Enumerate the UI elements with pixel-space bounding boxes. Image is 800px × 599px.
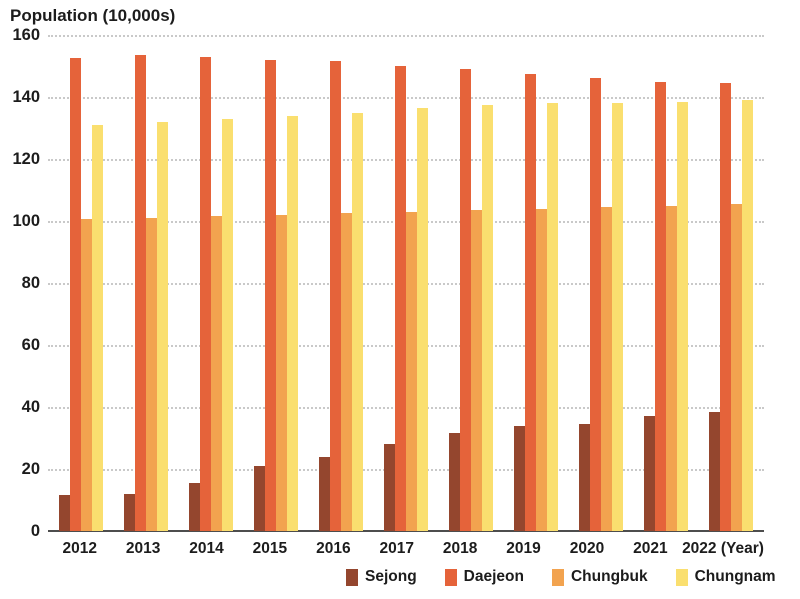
legend-label-chungnam: Chungnam: [694, 568, 776, 585]
bar-chungnam-2012: [91, 124, 103, 531]
bar-daejeon-2019: [525, 73, 537, 531]
x-axis-label-2022: 2022 (Year): [682, 540, 764, 557]
bar-group-2018: [439, 35, 504, 531]
bar-sejong-2018: [449, 433, 461, 531]
bar-chungbuk-2015: [275, 214, 287, 531]
bar-chungbuk-2014: [210, 216, 222, 531]
legend-swatch-sejong: [346, 568, 358, 586]
legend-swatch-chungbuk: [551, 568, 564, 586]
bar-chungbuk-2012: [80, 219, 92, 531]
y-tick-label-140: 140: [12, 88, 40, 106]
legend-item-chungbuk: Chungbuk: [551, 568, 648, 586]
bar-chungnam-2015: [286, 115, 298, 531]
bar-sejong-2015: [253, 465, 265, 531]
x-axis-label-2020: 2020: [569, 540, 605, 557]
chart-title: Population (10,000s): [10, 6, 176, 25]
x-axis-labels: 2012 2013 2014 2015 2016 2017 2018 2019 2020 2021…: [48, 540, 764, 558]
x-axis-label-2021: 2021: [633, 540, 668, 557]
bar-chungnam-2013: [156, 121, 168, 531]
legend-swatch-daejeon: [444, 568, 457, 586]
bar-sejong-2012: [58, 495, 70, 531]
bar-group-2022: [699, 35, 764, 531]
legend-item-daejeon: Daejeon: [444, 568, 524, 586]
x-axis-label-2017: 2017: [379, 540, 414, 557]
bar-chungnam-2014: [221, 118, 233, 531]
bar-group-2015: [243, 35, 308, 531]
bars-layer: [48, 35, 764, 531]
bar-sejong-2013: [123, 493, 135, 531]
bar-group-2014: [178, 35, 243, 531]
x-axis-label-2019: 2019: [506, 540, 541, 557]
bar-chungnam-2022: [742, 100, 754, 531]
bar-chungbuk-2016: [340, 213, 352, 531]
bar-sejong-2021: [644, 416, 656, 531]
bar-group-2012: [48, 35, 113, 531]
y-tick-label-80: 80: [21, 274, 40, 292]
legend: Sejong Daejeon Chungbuk Chungnam: [346, 568, 776, 586]
bar-daejeon-2013: [134, 55, 146, 531]
bar-sejong-2022: [709, 411, 721, 531]
bar-daejeon-2014: [199, 56, 211, 531]
x-axis-label-2015: 2015: [252, 540, 288, 557]
bar-sejong-2016: [318, 456, 330, 531]
bar-chungnam-2019: [547, 103, 559, 531]
x-axis-line: [48, 530, 764, 532]
bar-sejong-2017: [384, 444, 396, 531]
x-axis-label-2013: 2013: [125, 540, 161, 557]
legend-swatch-chungnam: [675, 568, 688, 586]
bar-daejeon-2020: [590, 78, 602, 531]
x-axis-label-2016: 2016: [316, 540, 351, 557]
bar-chungbuk-2020: [601, 207, 613, 531]
bar-chungnam-2016: [351, 112, 363, 531]
legend-item-sejong: Sejong: [346, 568, 417, 586]
bar-chungbuk-2021: [666, 205, 678, 531]
bar-sejong-2020: [579, 424, 591, 531]
y-tick-label-160: 160: [12, 26, 40, 44]
y-tick-label-40: 40: [21, 398, 40, 416]
bar-daejeon-2021: [655, 81, 667, 531]
bar-chungnam-2017: [417, 107, 429, 531]
legend-label-chungbuk: Chungbuk: [570, 568, 648, 585]
bar-chungnam-2018: [482, 104, 494, 531]
bar-daejeon-2012: [69, 58, 81, 531]
bar-sejong-2019: [514, 425, 526, 531]
bar-group-2013: [113, 35, 178, 531]
bar-daejeon-2017: [395, 66, 407, 531]
x-axis-label-2012: 2012: [62, 540, 97, 557]
y-tick-label-100: 100: [12, 212, 40, 230]
bar-chungnam-2020: [612, 103, 624, 531]
bar-group-2017: [373, 35, 438, 531]
x-axis-label-2018: 2018: [442, 540, 478, 557]
bar-daejeon-2016: [329, 61, 341, 531]
gridline-160: [48, 35, 764, 37]
legend-label-sejong: Sejong: [365, 568, 417, 585]
bar-chungbuk-2022: [731, 203, 743, 531]
bar-chungbuk-2018: [471, 210, 483, 531]
x-axis-label-2014: 2014: [189, 540, 224, 557]
y-tick-label-120: 120: [12, 150, 40, 168]
bar-chungbuk-2019: [536, 208, 548, 531]
bar-group-2019: [504, 35, 569, 531]
y-tick-label-0: 0: [30, 522, 40, 540]
bar-sejong-2014: [188, 482, 200, 531]
y-tick-label-20: 20: [21, 460, 40, 478]
legend-label-daejeon: Daejeon: [463, 568, 524, 585]
bar-daejeon-2022: [720, 83, 732, 531]
bar-group-2021: [634, 35, 699, 531]
bar-chungbuk-2017: [406, 211, 418, 531]
bar-chungbuk-2013: [145, 217, 157, 531]
legend-item-chungnam: Chungnam: [675, 568, 776, 586]
bar-daejeon-2018: [460, 69, 472, 531]
bar-daejeon-2015: [264, 59, 276, 531]
bar-group-2016: [308, 35, 373, 531]
bar-group-2020: [569, 35, 634, 531]
bar-chungnam-2021: [677, 101, 689, 531]
y-tick-label-60: 60: [21, 336, 40, 354]
